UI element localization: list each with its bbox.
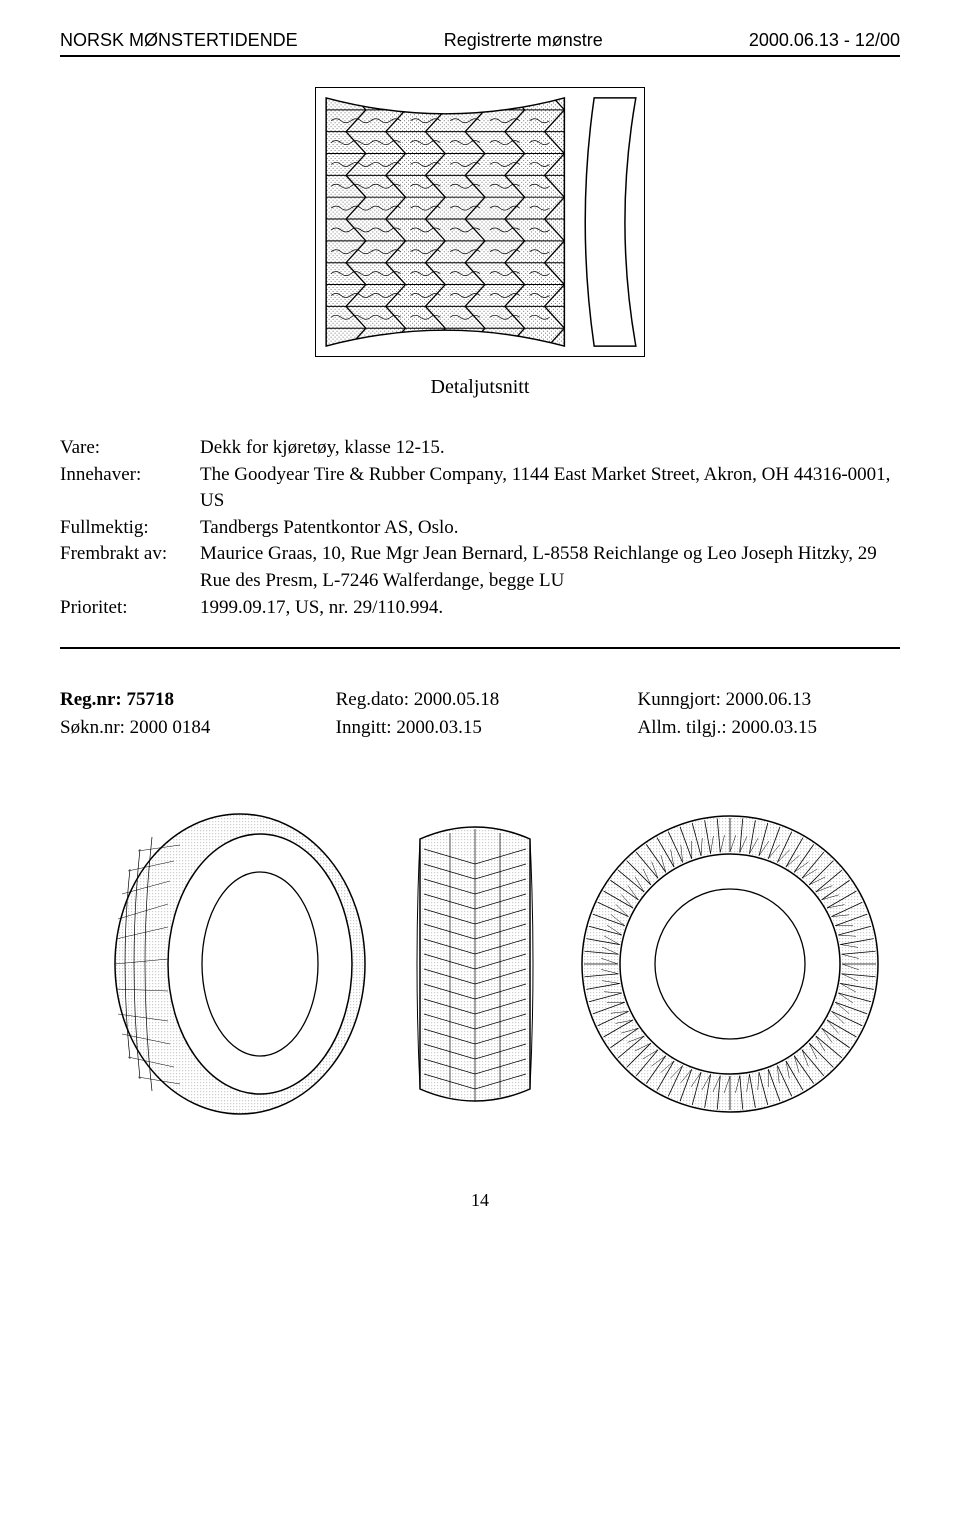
figure-caption: Detaljutsnitt — [60, 376, 900, 399]
meta-vare: Vare: Dekk for kjøretøy, klasse 12-15. — [60, 435, 900, 462]
meta-innehaver-value: The Goodyear Tire & Rubber Company, 1144… — [200, 462, 900, 515]
page-header: NORSK MØNSTERTIDENDE Registrerte mønstre… — [60, 30, 900, 57]
meta-frembrakt-label: Frembrakt av: — [60, 541, 200, 594]
tire-view-perspective — [115, 814, 365, 1114]
tires-svg — [80, 799, 880, 1129]
meta-innehaver: Innehaver: The Goodyear Tire & Rubber Co… — [60, 462, 900, 515]
inngitt: Inngitt: 2000.03.15 — [336, 717, 638, 739]
reg-row-2: Søkn.nr: 2000 0184 Inngitt: 2000.03.15 A… — [60, 717, 900, 739]
header-center: Registrerte mønstre — [444, 30, 603, 51]
meta-fullmektig-value: Tandbergs Patentkontor AS, Oslo. — [200, 515, 900, 542]
divider — [60, 647, 900, 649]
figure-tires — [60, 799, 900, 1134]
reg-dato: Reg.dato: 2000.05.18 — [336, 689, 638, 711]
reg-row-1: Reg.nr: 75718 Reg.dato: 2000.05.18 Kunng… — [60, 689, 900, 711]
kunngjort: Kunngjort: 2000.06.13 — [638, 689, 901, 711]
reg-nr-value: 75718 — [126, 689, 174, 710]
meta-fullmektig: Fullmektig: Tandbergs Patentkontor AS, O… — [60, 515, 900, 542]
page-number: 14 — [60, 1190, 900, 1211]
reg-nr-label: Reg.nr: — [60, 689, 126, 710]
sokn-nr: Søkn.nr: 2000 0184 — [60, 717, 336, 739]
meta-fullmektig-label: Fullmektig: — [60, 515, 200, 542]
meta-innehaver-label: Innehaver: — [60, 462, 200, 515]
meta-prioritet-label: Prioritet: — [60, 595, 200, 622]
meta-block: Vare: Dekk for kjøretøy, klasse 12-15. I… — [60, 435, 900, 621]
meta-prioritet-value: 1999.09.17, US, nr. 29/110.994. — [200, 595, 900, 622]
header-right: 2000.06.13 - 12/00 — [749, 30, 900, 51]
tire-view-front — [417, 827, 533, 1101]
meta-frembrakt: Frembrakt av: Maurice Graas, 10, Rue Mgr… — [60, 541, 900, 594]
meta-vare-label: Vare: — [60, 435, 200, 462]
reg-nr: Reg.nr: 75718 — [60, 689, 336, 711]
allm-tilgj: Allm. tilgj.: 2000.03.15 — [638, 717, 901, 739]
meta-vare-value: Dekk for kjøretøy, klasse 12-15. — [200, 435, 900, 462]
meta-frembrakt-value: Maurice Graas, 10, Rue Mgr Jean Bernard,… — [200, 541, 900, 594]
tread-detail-svg — [315, 87, 645, 357]
header-left: NORSK MØNSTERTIDENDE — [60, 30, 298, 51]
tire-view-side — [582, 816, 878, 1112]
figure-tread-detail — [60, 87, 900, 362]
meta-prioritet: Prioritet: 1999.09.17, US, nr. 29/110.99… — [60, 595, 900, 622]
